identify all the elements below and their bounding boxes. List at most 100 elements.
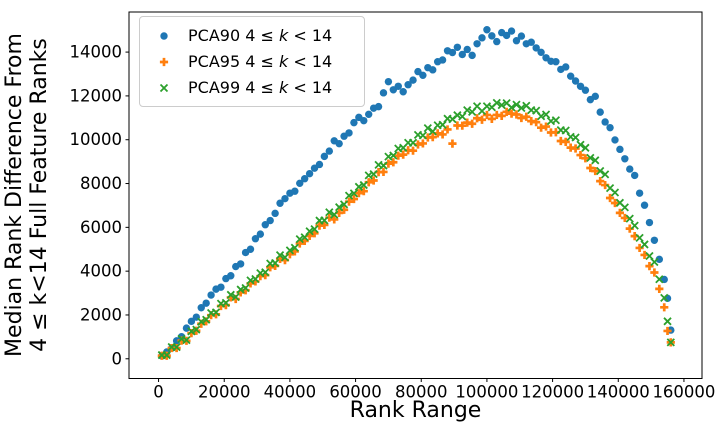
data-point	[270, 258, 280, 268]
data-point	[586, 153, 595, 163]
data-point	[507, 109, 516, 118]
data-point	[502, 107, 511, 116]
data-point	[517, 103, 526, 113]
y-tick-label: 6000	[80, 218, 122, 237]
y-tick-label: 8000	[80, 174, 122, 193]
data-point	[473, 40, 481, 48]
data-point	[630, 232, 639, 241]
data-point	[576, 82, 585, 90]
x-tick-label: 100000	[455, 383, 518, 402]
data-point	[227, 272, 235, 280]
data-point	[280, 253, 290, 262]
data-point	[497, 100, 506, 110]
data-point	[458, 121, 467, 130]
x-tick-label: 40000	[264, 383, 317, 402]
data-point	[280, 256, 290, 265]
data-point	[408, 138, 418, 147]
data-point	[645, 218, 654, 227]
legend-item-pca99: PCA99 4 ≤ k < 14	[140, 78, 364, 97]
data-point	[472, 114, 482, 123]
data-point	[468, 51, 476, 60]
data-point	[463, 45, 471, 54]
data-point	[483, 26, 491, 34]
data-point	[413, 140, 423, 149]
y-axis-label-line2: 4 ≤ k<14 Full Feature Ranks	[27, 38, 52, 352]
data-point	[281, 194, 289, 203]
data-point	[305, 227, 314, 236]
data-point	[197, 304, 205, 312]
data-point	[605, 193, 615, 203]
pca95-marker-icon	[159, 57, 169, 66]
data-point	[320, 216, 329, 225]
data-point	[285, 250, 294, 259]
data-point	[261, 268, 270, 277]
data-point	[488, 32, 496, 40]
data-point	[621, 155, 629, 163]
data-point	[399, 150, 408, 159]
legend-item-pca95: PCA95 4 ≤ k < 14	[140, 52, 364, 71]
data-point	[650, 268, 659, 277]
data-point	[423, 133, 432, 142]
data-point	[231, 294, 240, 304]
data-point	[458, 112, 467, 121]
data-point	[663, 326, 672, 336]
data-point	[354, 189, 363, 198]
data-point	[463, 106, 472, 115]
data-point	[502, 31, 511, 40]
data-point	[241, 283, 250, 293]
data-point	[610, 188, 620, 197]
y-tick-label: 12000	[70, 86, 123, 105]
data-point	[394, 151, 403, 160]
data-point	[409, 76, 417, 84]
legend-item-pca90: PCA90 4 ≤ k < 14	[140, 26, 364, 45]
data-point	[226, 290, 235, 299]
pca90-marker-icon	[160, 31, 168, 40]
data-point	[620, 203, 629, 212]
data-point	[477, 115, 487, 124]
data-point	[635, 189, 644, 197]
data-point	[532, 44, 540, 52]
y-tick-label: 14000	[70, 43, 123, 62]
data-point	[546, 128, 556, 137]
data-point	[551, 116, 561, 125]
data-point	[206, 311, 216, 320]
data-point	[492, 98, 501, 108]
data-point	[660, 293, 669, 303]
y-axis-label: Median Rank Difference From 4 ≤ k<14 Ful…	[2, 0, 54, 395]
x-tick-label: 80000	[395, 383, 448, 402]
data-point	[384, 77, 393, 86]
data-point	[374, 168, 383, 177]
data-point	[556, 136, 565, 146]
data-point	[404, 81, 412, 89]
data-point	[335, 208, 344, 217]
data-point	[241, 286, 250, 295]
data-point	[379, 89, 388, 97]
data-point	[532, 118, 541, 127]
y-tick-label: 0	[112, 349, 123, 368]
data-point	[379, 167, 388, 177]
data-point	[438, 56, 447, 64]
data-point	[261, 221, 269, 229]
data-point	[246, 245, 255, 253]
data-point	[359, 180, 368, 190]
data-point	[596, 177, 605, 186]
data-point	[492, 110, 501, 120]
data-point	[236, 285, 245, 294]
data-point	[290, 247, 299, 256]
data-point	[655, 275, 664, 284]
x-axis-label: Rank Range	[349, 398, 482, 423]
data-point	[345, 129, 353, 137]
data-point	[197, 317, 206, 326]
data-point	[177, 336, 186, 345]
data-point	[616, 145, 624, 154]
data-point	[226, 293, 235, 302]
data-point	[562, 63, 570, 71]
data-point	[507, 103, 516, 112]
data-point	[660, 303, 669, 312]
data-point	[211, 310, 221, 319]
data-point	[339, 200, 349, 209]
legend-label-pca95: PCA95 4 ≤ k < 14	[188, 52, 333, 71]
data-point	[512, 36, 521, 45]
series-pca95-points	[157, 107, 675, 360]
data-point	[251, 277, 260, 286]
